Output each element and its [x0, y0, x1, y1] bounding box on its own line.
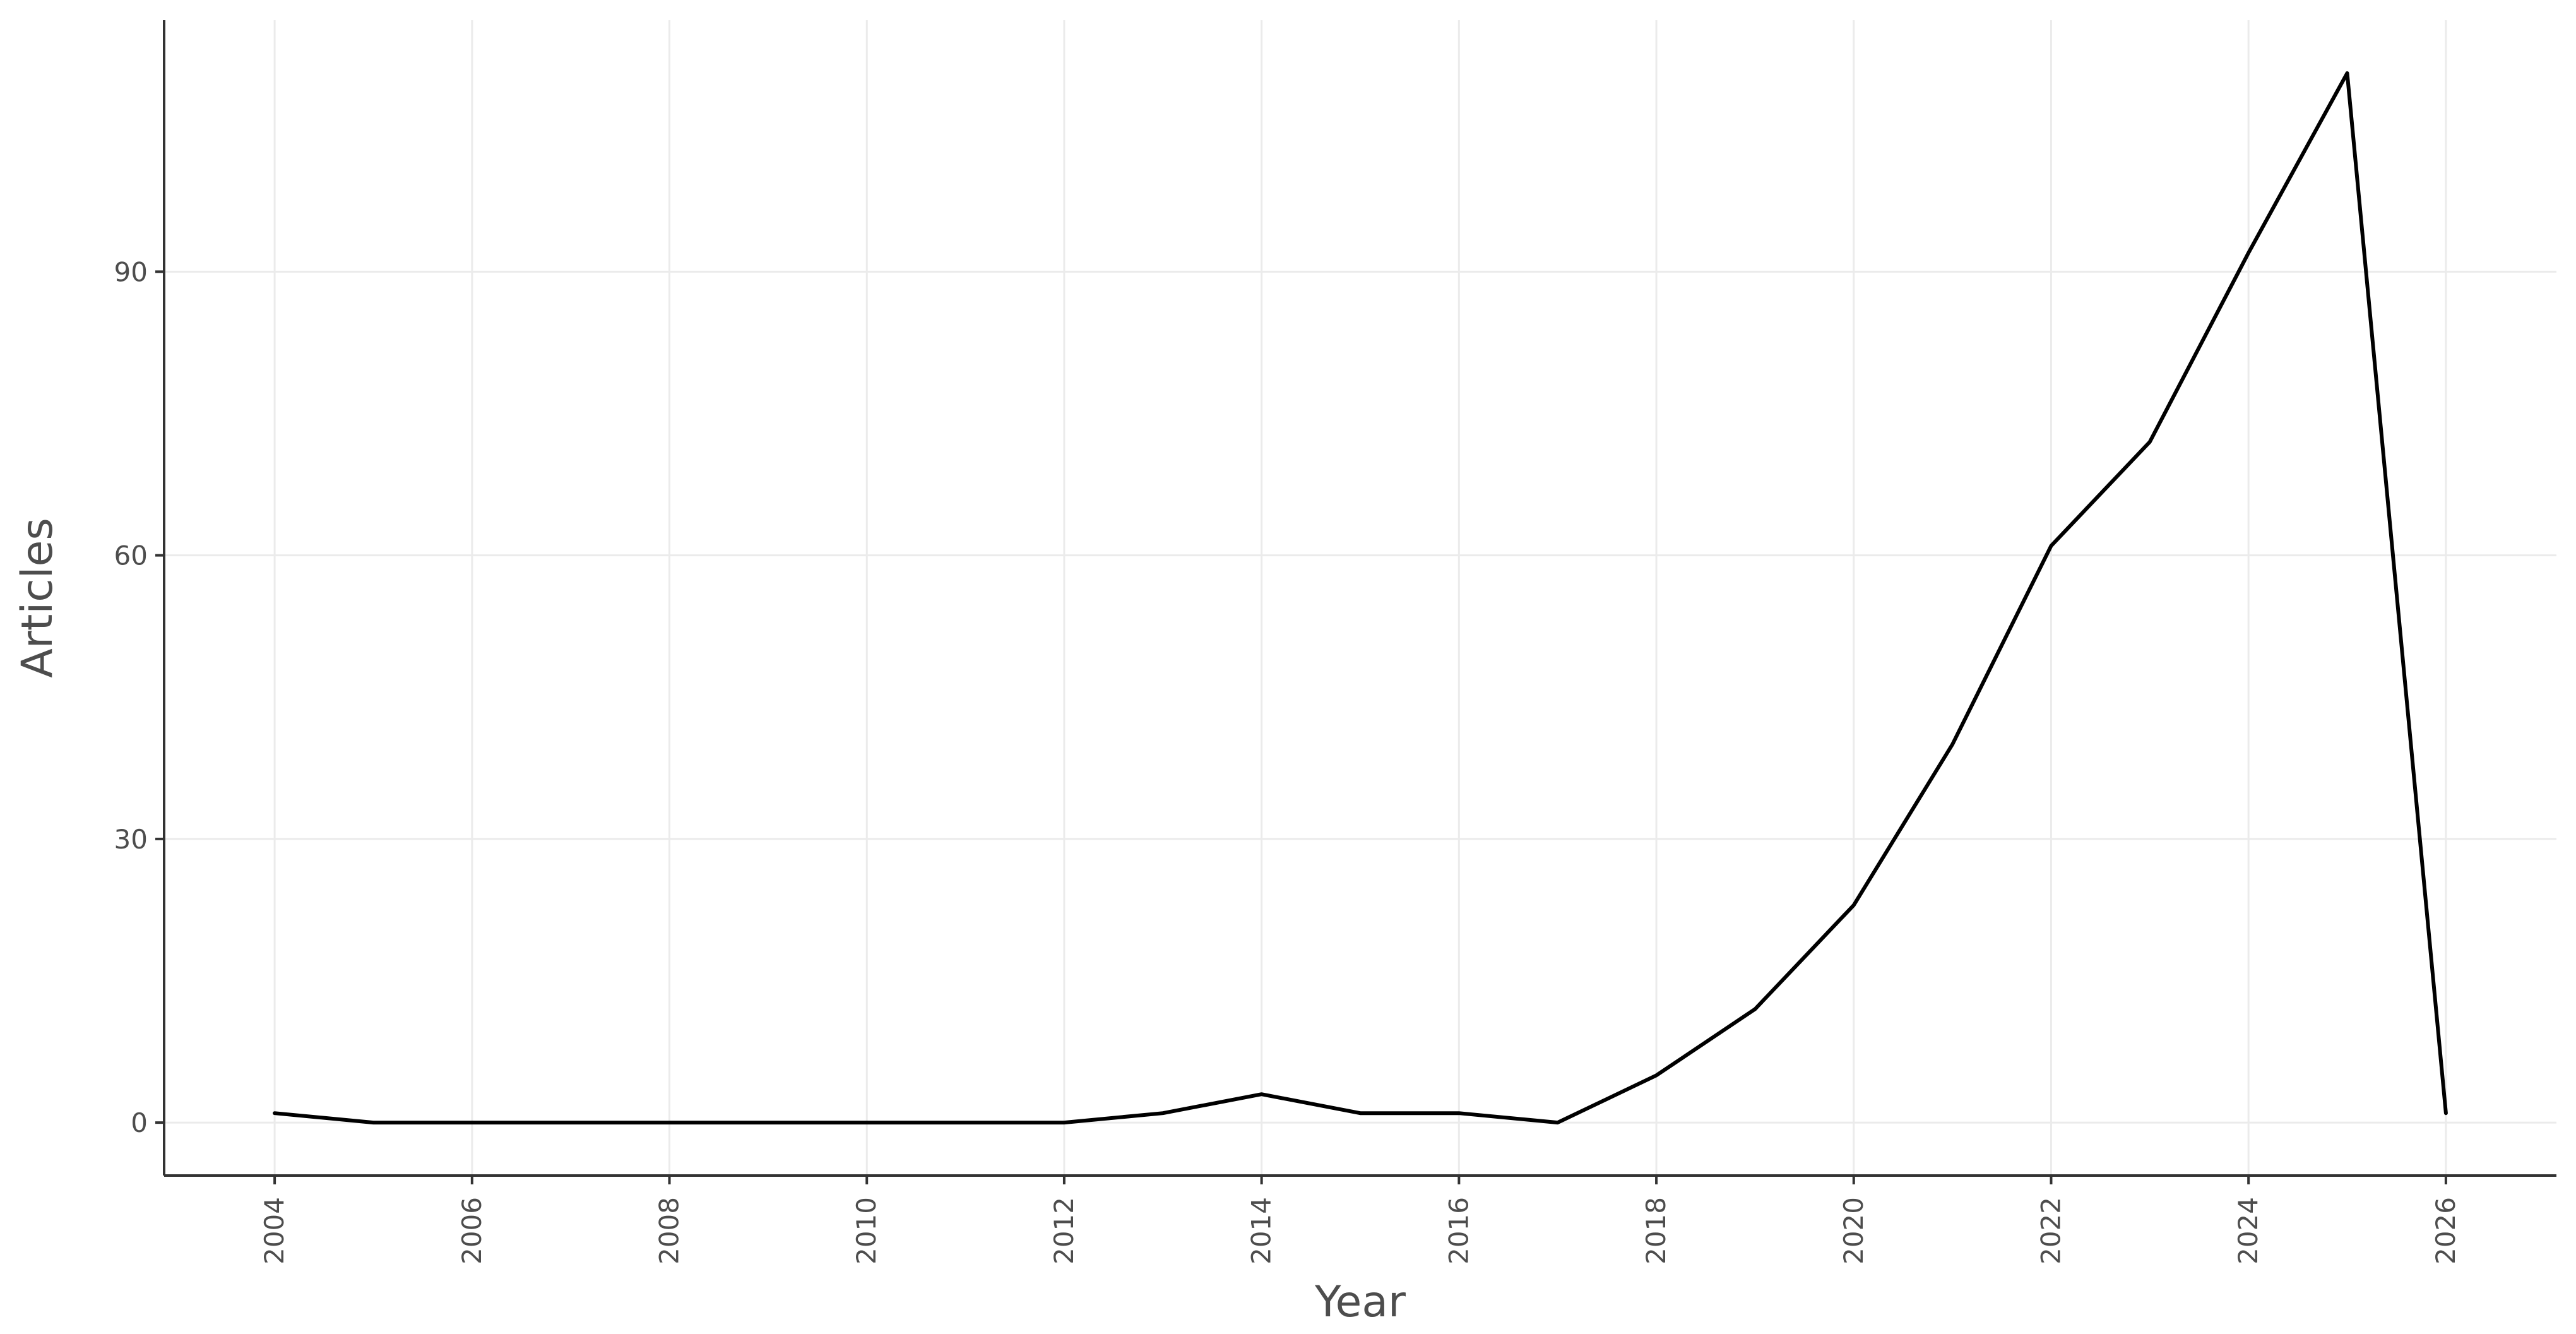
x-tick-label: 2024: [2233, 1197, 2264, 1265]
y-tick-label: 60: [114, 540, 148, 571]
x-tick-label: 2004: [259, 1197, 290, 1265]
x-axis-title: Year: [1314, 1277, 1406, 1327]
x-tick-label: 2014: [1246, 1197, 1277, 1265]
x-tick-label: 2018: [1641, 1197, 1671, 1265]
x-tick-label: 2020: [1838, 1197, 1869, 1265]
y-tick-label: 30: [114, 824, 148, 855]
x-tick-label: 2010: [851, 1197, 882, 1265]
x-tick-label: 2016: [1443, 1197, 1474, 1265]
x-tick-label: 2022: [2035, 1197, 2066, 1265]
x-tick-label: 2006: [456, 1197, 487, 1265]
x-tick-label: 2008: [654, 1197, 685, 1265]
x-tick-label: 2012: [1048, 1197, 1079, 1265]
y-axis-title: Articles: [13, 518, 62, 678]
series-layer: [273, 71, 2448, 1125]
tick-labels: 2004 2006 2008 2010 2012 2014 2016 2018 2020 2022…: [114, 256, 2461, 1265]
x-tick-label: 2026: [2430, 1197, 2461, 1265]
series-line: [273, 71, 2448, 1125]
axes: [155, 20, 2556, 1184]
y-tick-label: 90: [114, 256, 148, 287]
grid: [164, 20, 2556, 1176]
y-tick-label: 0: [131, 1107, 148, 1138]
